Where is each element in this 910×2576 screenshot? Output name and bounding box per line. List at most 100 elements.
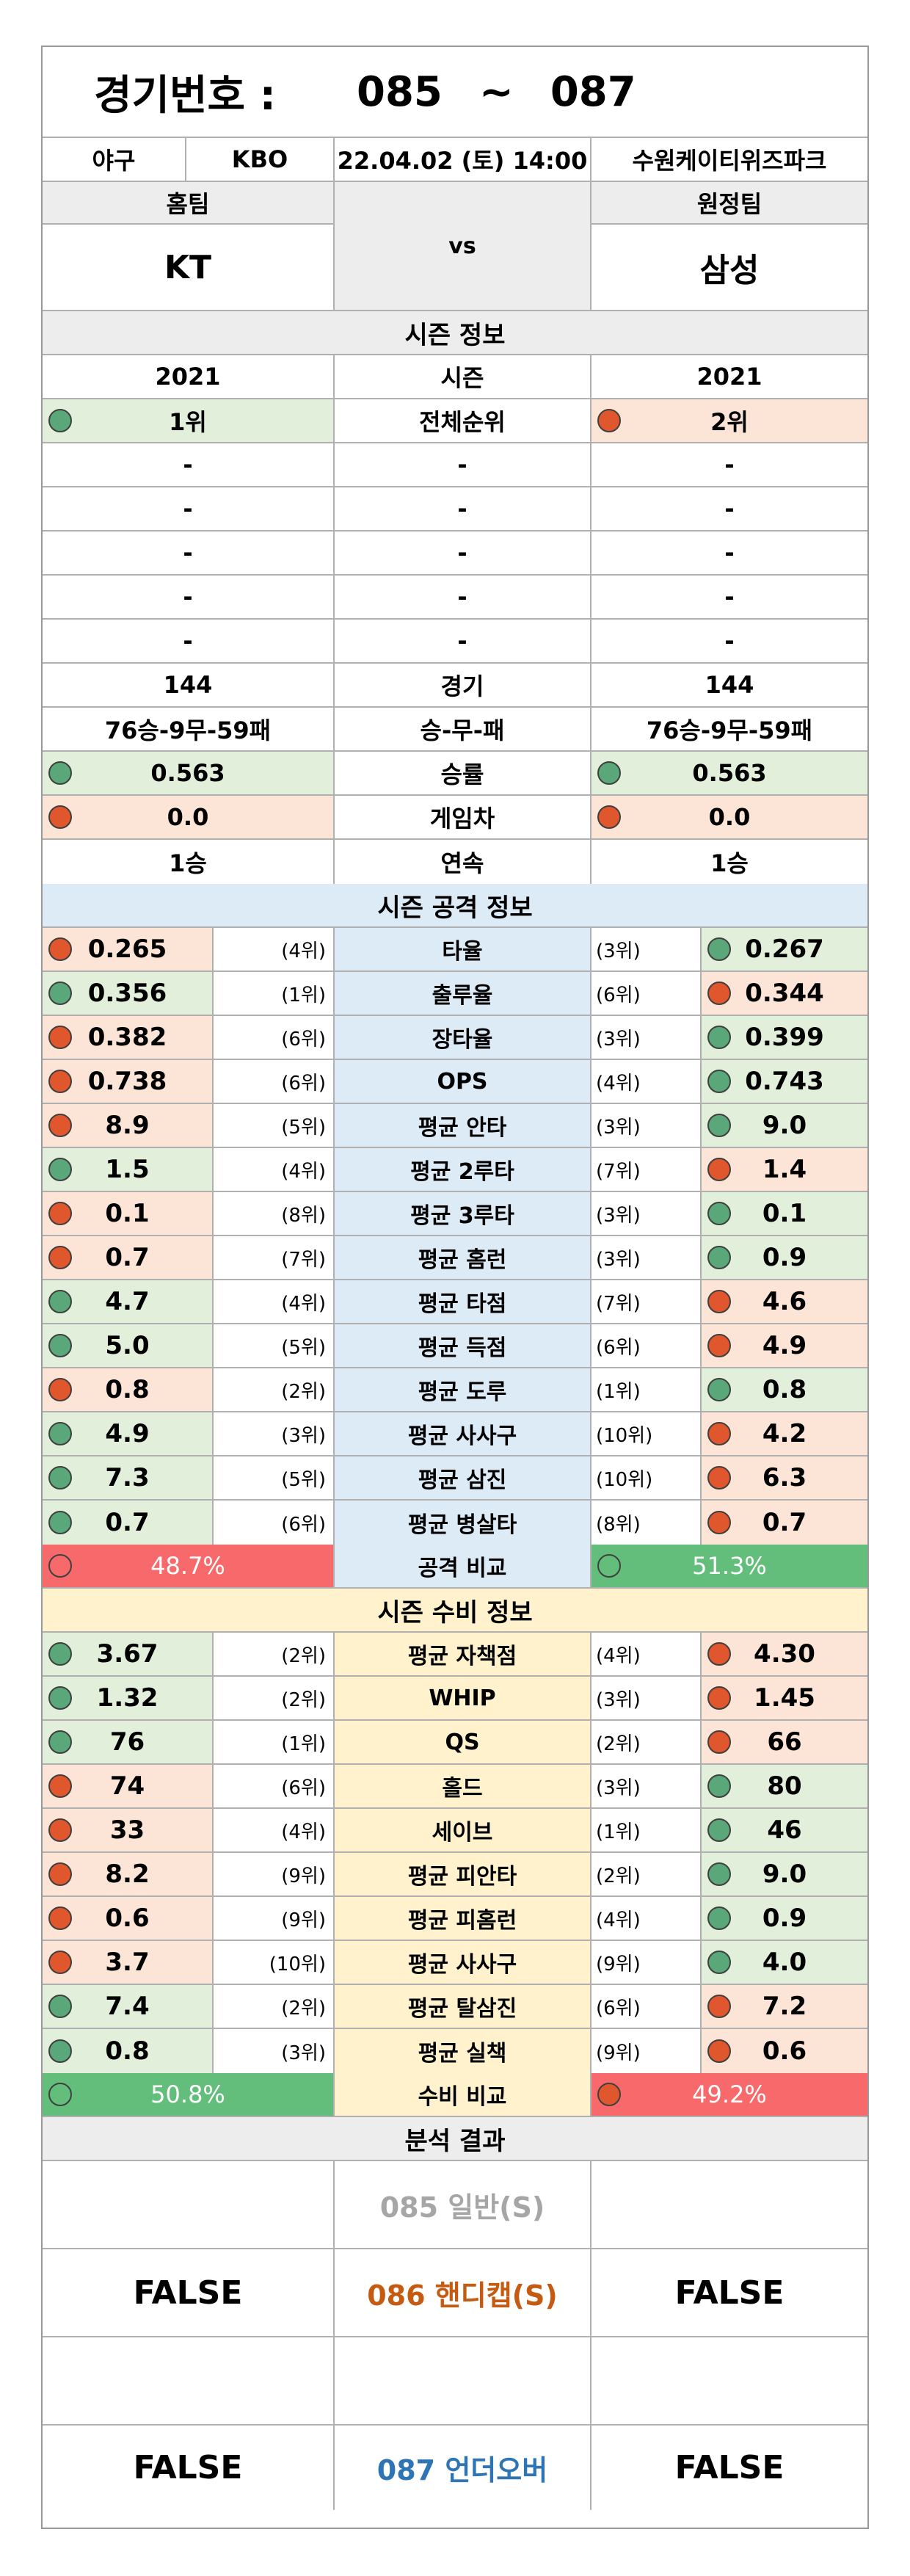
status-dot-icon — [48, 1774, 72, 1798]
status-dot-icon — [48, 1202, 72, 1225]
status-dot-icon — [707, 2039, 731, 2063]
away-stat-text: 9.0 — [762, 1111, 807, 1140]
home-stat-text: 3.7 — [105, 1948, 150, 1977]
home-value-text: - — [183, 627, 193, 655]
away-value-text: 2위 — [710, 408, 749, 436]
attack-stat-row: 0.265 (4위) 타율 (3위) 0.267 — [43, 928, 867, 972]
home-stat-text: 4.9 — [105, 1419, 150, 1448]
status-dot-icon — [707, 1114, 731, 1137]
home-stat-value: 7.3 — [43, 1456, 214, 1499]
defense-info-header: 시즌 수비 정보 — [43, 1589, 867, 1633]
home-stat-value: 33 — [43, 1809, 214, 1851]
attack-stat-row: 8.9 (5위) 평균 안타 (3위) 9.0 — [43, 1104, 867, 1148]
home-stat-value: 0.8 — [43, 1368, 214, 1411]
game-number-label: 경기번호 : — [94, 71, 276, 120]
home-value-text: 1위 — [169, 408, 207, 436]
defense-stat-row: 76 (1위) QS (2위) 66 — [43, 1721, 867, 1765]
season-home-value: 2021 — [43, 355, 335, 398]
datetime-cell: 22.04.02 (토) 14:00 — [335, 138, 592, 181]
season-home-value: 1위 — [43, 399, 335, 442]
stat-label: 평균 사사구 — [335, 1412, 592, 1455]
away-stat-text: 0.743 — [745, 1067, 824, 1096]
home-rank: (6위) — [214, 1501, 335, 1545]
home-stat-text: 3.67 — [96, 1639, 159, 1669]
status-dot-icon — [48, 1642, 72, 1666]
stat-label: 홀드 — [335, 1765, 592, 1807]
match-info-row: 야구 KBO 22.04.02 (토) 14:00 수원케이티위즈파크 — [43, 138, 867, 182]
status-dot-icon — [48, 1158, 72, 1181]
attack-compare-label: 공격 비교 — [335, 1545, 592, 1587]
away-stat-value: 66 — [702, 1721, 867, 1763]
status-dot-icon — [707, 1422, 731, 1445]
away-stat-value: 9.0 — [702, 1104, 867, 1147]
season-home-value: 144 — [43, 664, 335, 706]
home-rank: (2위) — [214, 1368, 335, 1411]
away-stat-value: 6.3 — [702, 1456, 867, 1499]
stat-label: OPS — [335, 1060, 592, 1103]
home-stat-text: 0.7 — [105, 1508, 150, 1537]
away-rank: (7위) — [592, 1280, 702, 1323]
season-row-label: 시즌 — [335, 355, 592, 398]
status-dot-icon — [48, 761, 72, 785]
season-away-value: 0.0 — [592, 796, 867, 838]
status-dot-icon — [707, 1202, 731, 1225]
away-stat-value: 4.2 — [702, 1412, 867, 1455]
season-away-value: - — [592, 443, 867, 486]
defense-stat-row: 3.67 (2위) 평균 자책점 (4위) 4.30 — [43, 1633, 867, 1677]
home-stat-value: 8.2 — [43, 1853, 214, 1895]
away-stat-value: 0.9 — [702, 1897, 867, 1940]
season-away-value: 2021 — [592, 355, 867, 398]
home-value-text: - — [183, 495, 193, 523]
status-dot-icon — [707, 1642, 731, 1666]
status-dot-icon — [707, 1686, 731, 1710]
attack-stat-row: 0.738 (6위) OPS (4위) 0.743 — [43, 1060, 867, 1104]
season-row: 1승 연속 1승 — [43, 840, 867, 884]
away-rank: (4위) — [592, 1633, 702, 1675]
away-stat-text: 4.9 — [762, 1331, 807, 1360]
section-title: 분석 결과 — [404, 2126, 506, 2156]
home-value-text: 76승-9무-59패 — [104, 716, 272, 744]
season-row: --- — [43, 576, 867, 620]
away-rank: (1위) — [592, 1368, 702, 1411]
home-stat-value: 0.1 — [43, 1192, 214, 1235]
league-cell: KBO — [186, 138, 335, 181]
away-stat-text: 4.2 — [762, 1419, 807, 1448]
away-value-text: 2021 — [696, 363, 762, 391]
stat-label: 평균 피안타 — [335, 1853, 592, 1895]
status-dot-icon — [597, 761, 621, 785]
away-value-text: - — [724, 495, 735, 523]
home-rank: (8위) — [214, 1192, 335, 1235]
season-home-value: - — [43, 531, 335, 574]
season-row-label: 연속 — [335, 840, 592, 884]
status-dot-icon — [707, 1246, 731, 1269]
home-stat-value: 1.32 — [43, 1677, 214, 1719]
season-row: --- — [43, 443, 867, 487]
home-value-text: - — [183, 583, 193, 611]
season-row-label: 승률 — [335, 752, 592, 794]
section-title: 시즌 정보 — [404, 320, 506, 350]
section-title: 시즌 수비 정보 — [377, 1597, 533, 1628]
season-row-label: - — [335, 620, 592, 662]
away-stat-text: 0.399 — [745, 1023, 824, 1052]
status-dot-icon — [707, 1070, 731, 1093]
away-rank: (2위) — [592, 1853, 702, 1895]
season-row: 1위 전체순위 2위 — [43, 399, 867, 443]
season-row-label: 승-무-패 — [335, 708, 592, 750]
compare-dot-icon — [597, 2083, 621, 2106]
status-dot-icon — [48, 1862, 72, 1886]
season-row-label: 게임차 — [335, 796, 592, 838]
season-home-value: - — [43, 487, 335, 530]
handicap-home-result: FALSE — [43, 2249, 335, 2336]
away-rank: (3위) — [592, 1104, 702, 1147]
home-rank: (5위) — [214, 1456, 335, 1499]
home-rank: (5위) — [214, 1104, 335, 1147]
away-stat-value: 80 — [702, 1765, 867, 1807]
status-dot-icon — [48, 1070, 72, 1093]
home-team-label: 홈팀 — [43, 182, 333, 225]
attack-stat-row: 5.0 (5위) 평균 득점 (6위) 4.9 — [43, 1324, 867, 1368]
away-rank: (10위) — [592, 1412, 702, 1455]
stadium-cell: 수원케이티위즈파크 — [632, 147, 827, 175]
away-stat-text: 4.30 — [754, 1639, 815, 1669]
defense-stat-row: 33 (4위) 세이브 (1위) 46 — [43, 1809, 867, 1853]
game-number-to: 087 — [550, 68, 636, 116]
